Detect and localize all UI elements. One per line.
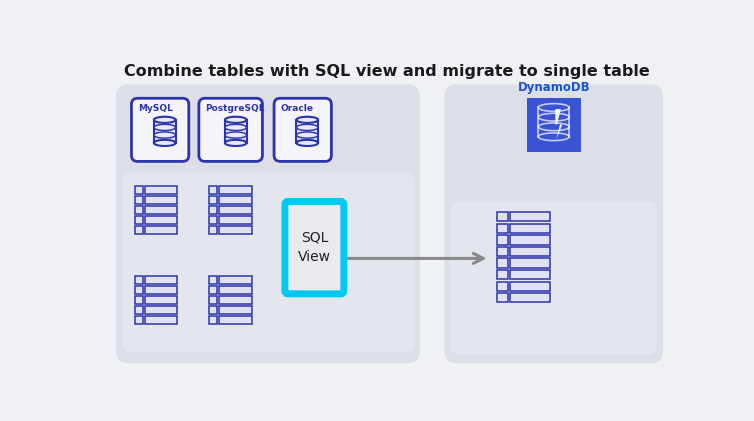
- Ellipse shape: [225, 140, 247, 146]
- Bar: [209, 286, 217, 294]
- Bar: [497, 235, 508, 245]
- Bar: [209, 296, 217, 304]
- FancyBboxPatch shape: [116, 84, 420, 363]
- Bar: [497, 247, 508, 256]
- Text: Oracle: Oracle: [280, 104, 313, 113]
- FancyBboxPatch shape: [445, 84, 663, 363]
- Bar: [510, 258, 550, 268]
- Ellipse shape: [154, 117, 176, 123]
- Bar: [145, 296, 177, 304]
- Bar: [209, 306, 217, 314]
- Bar: [134, 216, 143, 224]
- Polygon shape: [556, 109, 562, 140]
- Bar: [209, 206, 217, 214]
- Bar: [145, 286, 177, 294]
- Bar: [134, 296, 143, 304]
- Bar: [497, 258, 508, 268]
- Bar: [497, 224, 508, 233]
- Bar: [219, 296, 252, 304]
- Bar: [219, 276, 252, 284]
- Bar: [219, 196, 252, 204]
- Bar: [154, 120, 176, 143]
- Bar: [225, 120, 247, 143]
- Bar: [134, 316, 143, 324]
- Bar: [209, 316, 217, 324]
- Bar: [134, 206, 143, 214]
- Bar: [510, 212, 550, 221]
- Bar: [219, 216, 252, 224]
- Bar: [145, 316, 177, 324]
- Bar: [134, 186, 143, 194]
- Bar: [134, 286, 143, 294]
- Bar: [510, 282, 550, 291]
- Bar: [510, 293, 550, 302]
- Bar: [145, 226, 177, 234]
- Bar: [497, 282, 508, 291]
- FancyBboxPatch shape: [131, 98, 188, 161]
- Ellipse shape: [154, 140, 176, 146]
- Bar: [296, 120, 318, 143]
- Bar: [209, 186, 217, 194]
- Ellipse shape: [296, 132, 318, 138]
- Bar: [145, 206, 177, 214]
- FancyBboxPatch shape: [199, 98, 262, 161]
- Bar: [219, 306, 252, 314]
- Bar: [219, 316, 252, 324]
- Bar: [527, 98, 581, 152]
- Text: Combine tables with SQL view and migrate to single table: Combine tables with SQL view and migrate…: [124, 64, 649, 79]
- Bar: [219, 226, 252, 234]
- FancyBboxPatch shape: [285, 201, 344, 294]
- Text: PostgreSQL: PostgreSQL: [205, 104, 265, 113]
- Bar: [134, 196, 143, 204]
- Bar: [134, 306, 143, 314]
- Ellipse shape: [154, 132, 176, 138]
- Ellipse shape: [225, 132, 247, 138]
- Ellipse shape: [225, 117, 247, 123]
- Text: MySQL: MySQL: [138, 104, 173, 113]
- FancyBboxPatch shape: [274, 98, 332, 161]
- Bar: [145, 196, 177, 204]
- Bar: [510, 235, 550, 245]
- Bar: [134, 226, 143, 234]
- Bar: [209, 276, 217, 284]
- Bar: [209, 226, 217, 234]
- FancyBboxPatch shape: [451, 201, 657, 354]
- Ellipse shape: [296, 117, 318, 123]
- Bar: [209, 196, 217, 204]
- Bar: [219, 206, 252, 214]
- Bar: [134, 276, 143, 284]
- Bar: [145, 276, 177, 284]
- Ellipse shape: [296, 124, 318, 131]
- Text: SQL
View: SQL View: [298, 231, 331, 264]
- Bar: [497, 270, 508, 279]
- Bar: [145, 186, 177, 194]
- Bar: [510, 270, 550, 279]
- Bar: [209, 216, 217, 224]
- Ellipse shape: [154, 124, 176, 131]
- Bar: [510, 224, 550, 233]
- Bar: [497, 212, 508, 221]
- Ellipse shape: [296, 140, 318, 146]
- Bar: [497, 293, 508, 302]
- FancyBboxPatch shape: [122, 172, 415, 352]
- Ellipse shape: [225, 124, 247, 131]
- Text: DynamoDB: DynamoDB: [517, 81, 590, 94]
- Bar: [145, 306, 177, 314]
- Bar: [510, 247, 550, 256]
- Bar: [219, 286, 252, 294]
- Bar: [219, 186, 252, 194]
- Bar: [145, 216, 177, 224]
